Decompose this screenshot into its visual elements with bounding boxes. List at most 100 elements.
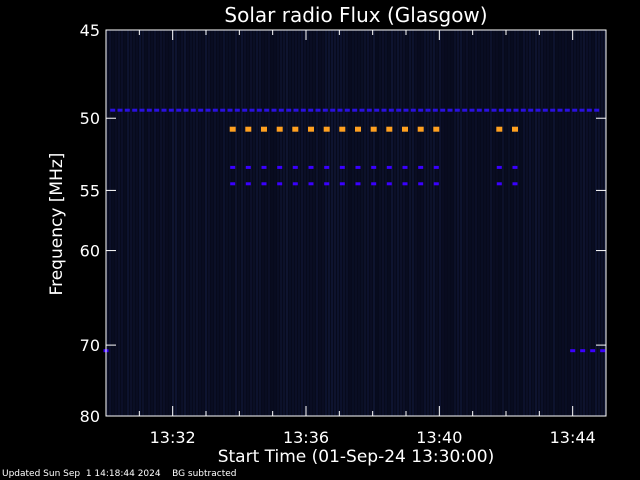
y-tick-label: 80 bbox=[80, 407, 100, 426]
burst-mark-70.7mhz bbox=[600, 349, 606, 353]
noise-column bbox=[397, 30, 399, 416]
noise-column bbox=[355, 30, 357, 416]
noise-column bbox=[301, 30, 303, 416]
noise-column bbox=[595, 30, 597, 416]
noise-column bbox=[343, 30, 345, 416]
noise-column bbox=[331, 30, 333, 416]
noise-column bbox=[358, 30, 360, 416]
burst-mark-54.5mhz bbox=[386, 182, 392, 186]
burst-mark-49.5mhz bbox=[564, 108, 570, 112]
burst-mark-50.7mhz bbox=[261, 126, 267, 132]
burst-mark-49.5mhz bbox=[315, 108, 321, 112]
noise-column bbox=[265, 30, 267, 416]
noise-column bbox=[562, 30, 564, 416]
noise-column bbox=[163, 30, 165, 416]
noise-column bbox=[142, 30, 144, 416]
noise-column bbox=[388, 30, 390, 416]
noise-column bbox=[277, 30, 279, 416]
noise-column bbox=[220, 30, 222, 416]
noise-column bbox=[319, 30, 321, 416]
burst-mark-70.7mhz bbox=[590, 349, 596, 353]
noise-column bbox=[238, 30, 240, 416]
noise-column bbox=[547, 30, 549, 416]
noise-column bbox=[226, 30, 228, 416]
burst-mark-49.5mhz bbox=[491, 108, 497, 112]
noise-column bbox=[313, 30, 315, 416]
burst-mark-49.5mhz bbox=[322, 108, 328, 112]
noise-column bbox=[421, 30, 423, 416]
burst-mark-49.5mhz bbox=[161, 108, 167, 112]
noise-column bbox=[526, 30, 528, 416]
burst-mark-50.7mhz bbox=[402, 126, 408, 132]
noise-column bbox=[127, 30, 129, 416]
burst-mark-49.5mhz bbox=[579, 108, 585, 112]
noise-column bbox=[193, 30, 195, 416]
burst-mark-49.5mhz bbox=[337, 108, 343, 112]
burst-mark-49.5mhz bbox=[190, 108, 196, 112]
noise-column bbox=[454, 30, 456, 416]
burst-mark-49.5mhz bbox=[286, 108, 292, 112]
noise-column bbox=[598, 30, 600, 416]
plot-frame bbox=[105, 29, 607, 417]
noise-columns bbox=[106, 30, 606, 416]
noise-column bbox=[175, 30, 177, 416]
noise-column bbox=[466, 30, 468, 416]
noise-column bbox=[130, 30, 132, 416]
burst-mark-70.7mhz bbox=[570, 349, 576, 353]
noise-column bbox=[508, 30, 510, 416]
noise-column bbox=[310, 30, 312, 416]
burst-mark-50.7mhz bbox=[292, 126, 299, 132]
burst-mark-49.5mhz bbox=[410, 108, 416, 112]
noise-column bbox=[115, 30, 117, 416]
burst-mark-53.3mhz bbox=[277, 165, 283, 169]
noise-column bbox=[445, 30, 447, 416]
noise-column bbox=[322, 30, 324, 416]
burst-mark-49.5mhz bbox=[535, 108, 541, 112]
burst-mark-53.3mhz bbox=[355, 165, 361, 169]
x-tick-label: 13:44 bbox=[550, 428, 596, 447]
burst-mark-49.5mhz bbox=[520, 108, 526, 112]
noise-column bbox=[157, 30, 159, 416]
noise-column bbox=[124, 30, 126, 416]
noise-column bbox=[391, 30, 393, 416]
noise-column bbox=[514, 30, 516, 416]
burst-mark-49.5mhz bbox=[242, 108, 248, 112]
noise-column bbox=[205, 30, 207, 416]
noise-column bbox=[559, 30, 561, 416]
noise-column bbox=[553, 30, 555, 416]
noise-column bbox=[556, 30, 558, 416]
noise-column bbox=[541, 30, 543, 416]
plot-area bbox=[106, 30, 606, 416]
noise-column bbox=[538, 30, 540, 416]
burst-mark-53.3mhz bbox=[418, 165, 424, 169]
noise-column bbox=[433, 30, 435, 416]
burst-mark-49.5mhz bbox=[359, 108, 365, 112]
noise-column bbox=[373, 30, 375, 416]
burst-mark-50.7mhz bbox=[323, 126, 330, 132]
noise-column bbox=[448, 30, 450, 416]
noise-column bbox=[106, 30, 108, 416]
burst-mark-49.5mhz bbox=[528, 108, 534, 112]
y-ticks: 45 50 55 60 70 80 bbox=[80, 21, 606, 426]
noise-column bbox=[529, 30, 531, 416]
burst-mark-49.5mhz bbox=[425, 108, 431, 112]
noise-column bbox=[592, 30, 594, 416]
noise-column bbox=[349, 30, 351, 416]
burst-mark-49.5mhz bbox=[418, 108, 424, 112]
noise-column bbox=[376, 30, 378, 416]
burst-mark-50.7mhz bbox=[229, 126, 236, 132]
noise-column bbox=[292, 30, 294, 416]
noise-column bbox=[208, 30, 210, 416]
burst-mark-54.5mhz bbox=[433, 182, 439, 186]
noise-column bbox=[181, 30, 183, 416]
burst-mark-49.5mhz bbox=[557, 108, 563, 112]
noise-column bbox=[307, 30, 309, 416]
noise-column bbox=[370, 30, 372, 416]
burst-mark-49.5mhz bbox=[432, 108, 438, 112]
burst-mark-49.5mhz bbox=[212, 108, 218, 112]
burst-mark-49.5mhz bbox=[110, 108, 116, 112]
burst-mark-49.5mhz bbox=[388, 108, 394, 112]
noise-column bbox=[232, 30, 234, 416]
noise-column bbox=[469, 30, 471, 416]
burst-mark-53.3mhz bbox=[402, 165, 408, 169]
